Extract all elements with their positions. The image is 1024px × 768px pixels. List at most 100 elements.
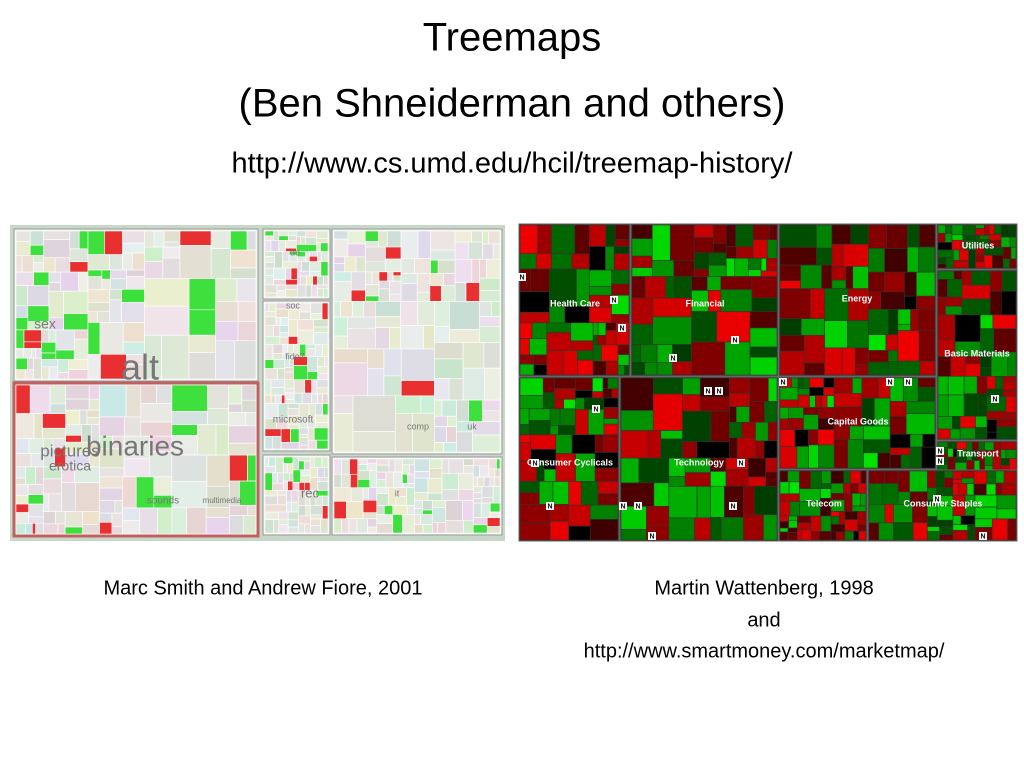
cell <box>937 415 953 430</box>
cell <box>296 236 301 245</box>
cell <box>519 492 540 505</box>
cell <box>215 278 238 303</box>
cell <box>710 471 727 487</box>
cell <box>264 368 278 381</box>
cell <box>868 271 885 293</box>
cell <box>571 434 596 454</box>
cell <box>242 515 257 535</box>
cell <box>264 230 274 237</box>
cell <box>937 263 947 269</box>
cell <box>889 454 902 469</box>
cell <box>228 425 257 444</box>
cell <box>284 399 295 404</box>
cell <box>301 261 310 272</box>
cell <box>28 516 44 524</box>
cell <box>549 521 569 541</box>
cell <box>747 476 766 487</box>
cell <box>437 522 447 534</box>
cell <box>264 292 278 298</box>
cell <box>489 476 495 487</box>
cell <box>140 403 173 423</box>
cell <box>992 314 1017 329</box>
marker: N <box>532 460 537 467</box>
cell <box>830 515 840 525</box>
region-label: de <box>290 247 300 257</box>
cell <box>333 316 349 337</box>
cell <box>868 334 887 351</box>
cell <box>519 424 530 436</box>
cell <box>74 482 100 512</box>
cell <box>779 481 790 495</box>
cell <box>264 504 287 513</box>
cell <box>246 230 257 251</box>
cell <box>394 458 403 473</box>
cell <box>301 392 312 404</box>
cell <box>317 481 329 491</box>
url: http://www.cs.umd.edu/hcil/treemap-histo… <box>232 148 794 180</box>
region-label: uk <box>467 421 477 431</box>
cell <box>471 258 480 283</box>
cell <box>741 421 756 439</box>
marker-box <box>531 459 539 467</box>
cell <box>32 255 44 263</box>
cell <box>297 329 314 345</box>
cell <box>712 243 727 254</box>
cell <box>87 322 101 355</box>
cell <box>482 230 489 245</box>
cell <box>430 249 456 261</box>
cell <box>412 412 435 453</box>
cell <box>589 224 607 247</box>
cell <box>357 464 368 471</box>
cell <box>350 289 366 302</box>
cell <box>272 472 279 484</box>
cell <box>472 502 482 518</box>
cell <box>431 507 447 523</box>
cell <box>110 269 127 280</box>
cell <box>779 350 805 376</box>
cell <box>613 246 630 254</box>
cell <box>549 408 561 426</box>
cell <box>188 334 216 353</box>
region-label: comp <box>407 421 429 431</box>
cell <box>979 234 990 240</box>
cell <box>653 482 670 507</box>
cell <box>333 348 368 364</box>
cell <box>907 224 920 248</box>
cell <box>779 527 789 533</box>
cell <box>29 244 44 256</box>
cell <box>986 410 1007 420</box>
cell <box>352 395 396 432</box>
cell <box>297 319 314 331</box>
cell <box>317 467 325 479</box>
cell <box>309 261 322 272</box>
cell <box>264 519 274 534</box>
cell <box>87 276 103 290</box>
cell <box>995 470 1005 484</box>
sector-label: Transport <box>957 448 999 458</box>
cell <box>554 388 576 400</box>
cell <box>708 264 727 277</box>
cell <box>333 458 342 475</box>
cell <box>935 487 954 497</box>
cell <box>427 492 443 501</box>
cell <box>431 500 447 508</box>
cell <box>868 522 880 541</box>
cell <box>682 410 712 442</box>
cell <box>919 360 936 376</box>
cell <box>479 301 492 317</box>
cell <box>764 401 778 423</box>
cell <box>546 350 564 376</box>
cell <box>644 276 667 299</box>
cell <box>640 344 658 363</box>
cell <box>788 515 798 521</box>
cell <box>1001 270 1017 292</box>
cell <box>272 482 284 491</box>
cell <box>481 486 494 498</box>
cell <box>652 316 692 345</box>
cell <box>749 377 769 402</box>
cell <box>350 271 366 291</box>
cell <box>15 512 29 524</box>
cell <box>101 278 111 290</box>
cell <box>611 269 630 285</box>
cell <box>317 356 325 367</box>
